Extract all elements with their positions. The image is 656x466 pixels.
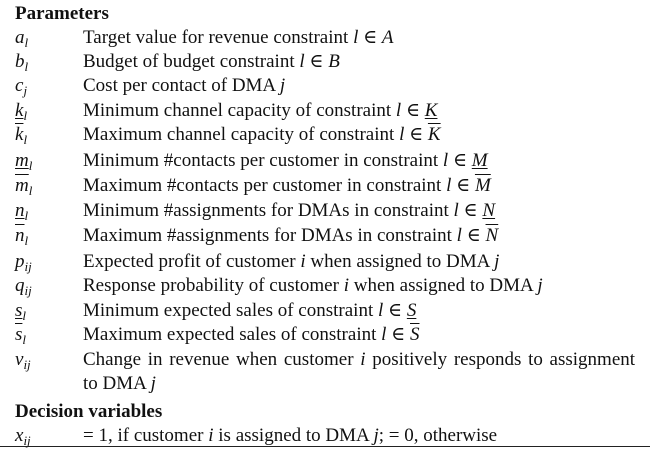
symbol: xij [15,425,31,448]
symbol: ml [15,150,33,173]
symbol: nl [15,225,29,248]
description: Minimum channel capacity of constraint l… [83,100,438,121]
description: Maximum channel capacity of constraint l… [83,124,441,145]
symbol: vij [15,349,31,372]
symbol: kl [15,100,28,123]
description: Maximum #assignments for DMAs in constra… [83,225,499,246]
description: Cost per contact of DMA j [83,75,286,96]
symbol: sl [15,300,27,323]
description: Maximum expected sales of constraint l ∈… [83,324,420,345]
decision-variables-heading: Decision variables [15,401,163,422]
symbol: cj [15,75,28,98]
symbol: ml [15,175,33,198]
description: Maximum #contacts per customer in constr… [83,175,491,196]
symbol: nl [15,200,29,223]
description: Budget of budget constraint l ∈ B [83,51,340,72]
description: Response probability of customer i when … [83,275,543,296]
parameters-heading: Parameters [15,3,109,24]
description: Minimum expected sales of constraint l ∈… [83,300,417,321]
symbol: sl [15,324,27,347]
symbol: kl [15,124,28,147]
description: Target value for revenue constraint l ∈ … [83,27,394,48]
description: Minimum #contacts per customer in constr… [83,150,488,171]
description: Expected profit of customer i when assig… [83,251,500,272]
description: Change in revenue when customer i positi… [83,349,636,394]
symbol: bl [15,51,29,74]
symbol: qij [15,275,32,298]
symbol: pij [15,251,32,274]
description: Minimum #assignments for DMAs in constra… [83,200,496,221]
bottom-rule [0,446,650,447]
description: = 1, if customer i is assigned to DMA j;… [83,425,498,446]
symbol: al [15,27,29,50]
